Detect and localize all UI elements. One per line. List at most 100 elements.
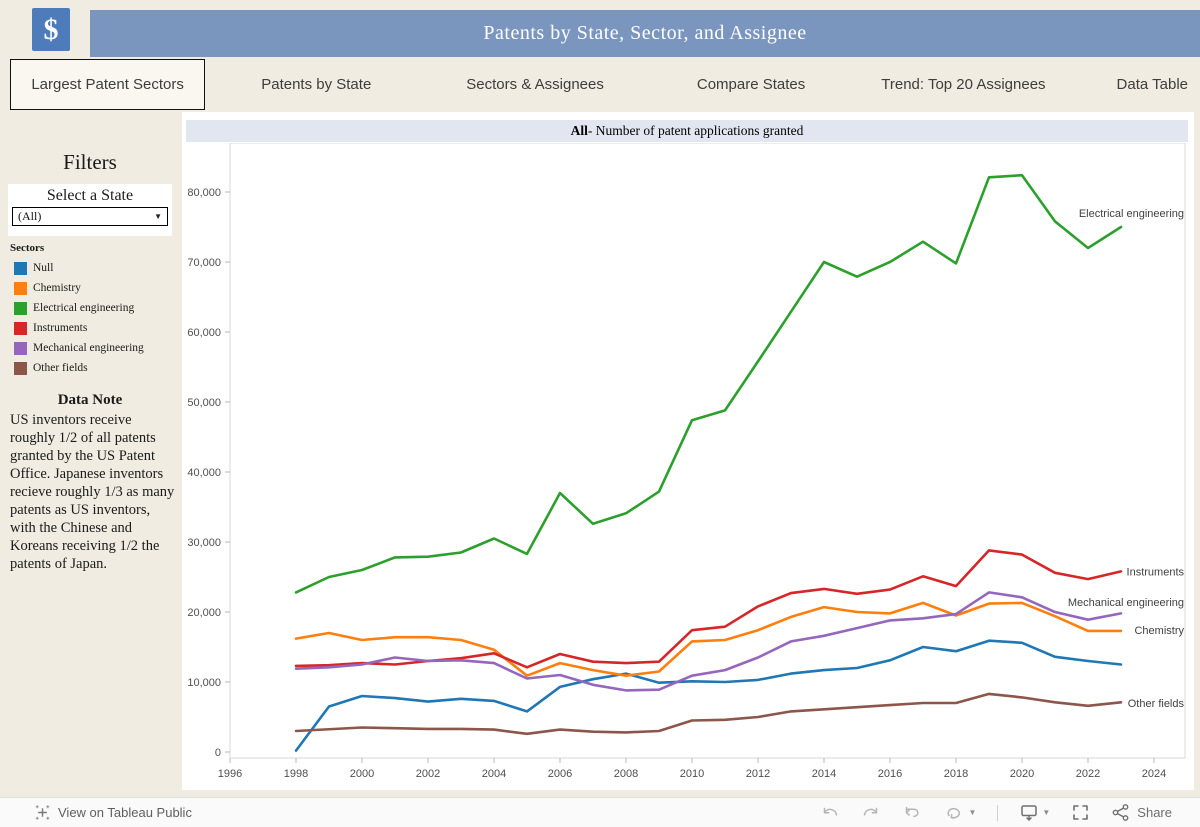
share-label: Share xyxy=(1137,805,1172,820)
redo-icon xyxy=(864,807,878,816)
data-note-title: Data Note xyxy=(57,392,123,408)
y-tick-label: 0 xyxy=(215,747,221,759)
refresh-icon xyxy=(947,807,961,819)
chart-title: All - Number of patent applications gran… xyxy=(186,120,1188,142)
view-on-tableau-link[interactable]: View on Tableau Public xyxy=(34,804,192,821)
sectors-legend-title: Sectors xyxy=(10,242,45,254)
refresh-button[interactable]: ▼ xyxy=(943,804,976,822)
legend-swatch-icon xyxy=(14,321,27,335)
author-avatar[interactable]: $ xyxy=(32,8,70,51)
x-tick-label: 2004 xyxy=(482,768,506,780)
series-label-instruments: Instruments xyxy=(1127,566,1185,578)
legend-swatch-icon xyxy=(14,281,27,295)
tab-largest-patent-sectors[interactable]: Largest Patent Sectors xyxy=(10,59,206,110)
legend-item-other-fields[interactable]: Other fields xyxy=(14,358,180,378)
x-tick-label: 2014 xyxy=(812,768,836,780)
state-filter-panel: Select a State (All) ▼ xyxy=(8,184,172,236)
legend-item-label: Null xyxy=(33,262,54,274)
dashboard-header: Patents by State, Sector, and Assignee xyxy=(90,10,1200,57)
legend-swatch-icon xyxy=(14,261,27,275)
reset-button[interactable] xyxy=(902,804,922,822)
filters-heading: Filters xyxy=(63,150,117,174)
dollar-glyph: $ xyxy=(43,12,59,46)
y-tick-label: 70,000 xyxy=(187,257,221,269)
x-tick-label: 2000 xyxy=(350,768,374,780)
legend-item-label: Other fields xyxy=(33,362,88,374)
toolbar-separator xyxy=(997,804,999,821)
state-filter-label: Select a State xyxy=(46,187,134,204)
x-tick-label: 2024 xyxy=(1142,768,1166,780)
legend-item-electrical-engineering[interactable]: Electrical engineering xyxy=(14,298,180,318)
y-tick-label: 60,000 xyxy=(187,327,221,339)
series-label-chemistry: Chemistry xyxy=(1134,625,1184,637)
y-tick-label: 80,000 xyxy=(187,187,221,199)
share-icon xyxy=(1112,804,1129,821)
legend-item-label: Chemistry xyxy=(33,282,81,294)
x-tick-label: 2012 xyxy=(746,768,770,780)
refresh-caret-icon: ▼ xyxy=(968,808,977,817)
plot-area[interactable] xyxy=(229,143,1186,759)
legend-item-null[interactable]: Null xyxy=(14,258,180,278)
x-tick-label: 1996 xyxy=(218,768,242,780)
undo-icon xyxy=(824,807,838,816)
x-tick-label: 2018 xyxy=(944,768,968,780)
legend-swatch-icon xyxy=(14,361,27,375)
dashboard-title: Patents by State, Sector, and Assignee xyxy=(483,22,807,44)
fullscreen-button[interactable] xyxy=(1071,803,1090,822)
download-button[interactable]: ▼ xyxy=(1019,803,1050,822)
x-tick-label: 2016 xyxy=(878,768,902,780)
y-tick-label: 20,000 xyxy=(187,607,221,619)
tab-trend-top-20-assignees[interactable]: Trend: Top 20 Assignees xyxy=(881,76,1046,93)
y-tick-label: 10,000 xyxy=(187,677,221,689)
download-caret-icon: ▼ xyxy=(1042,808,1051,817)
legend-item-label: Mechanical engineering xyxy=(33,342,144,354)
series-line-chemistry[interactable] xyxy=(294,601,1123,678)
tab-sectors-assignees[interactable]: Sectors & Assignees xyxy=(466,76,604,93)
tab-patents-by-state[interactable]: Patents by State xyxy=(261,76,372,93)
series-line-null[interactable] xyxy=(294,639,1123,752)
tab-data-table[interactable]: Data Table xyxy=(1116,76,1188,93)
reset-icon xyxy=(906,806,920,817)
x-tick-label: 2008 xyxy=(614,768,638,780)
tab-compare-states[interactable]: Compare States xyxy=(696,76,806,93)
chart-title-bold: All xyxy=(570,123,588,138)
legend-item-instruments[interactable]: Instruments xyxy=(14,318,180,338)
redo-button[interactable] xyxy=(861,804,881,822)
state-filter-dropdown[interactable]: (All) ▼ xyxy=(12,207,168,226)
x-tick-label: 1998 xyxy=(284,768,308,780)
x-tick-label: 2010 xyxy=(680,768,704,780)
legend-swatch-icon xyxy=(14,301,27,315)
filter-sidebar: Filters Select a State (All) ▼ Sectors N… xyxy=(0,112,180,790)
chevron-down-icon: ▼ xyxy=(154,212,162,221)
legend-item-chemistry[interactable]: Chemistry xyxy=(14,278,180,298)
series-label-other-fields: Other fields xyxy=(1128,698,1185,710)
legend-item-label: Instruments xyxy=(33,322,88,334)
series-line-other-fields[interactable] xyxy=(294,692,1123,736)
toolbar-actions: ▼ ▼ xyxy=(820,803,1172,822)
y-tick-label: 30,000 xyxy=(187,537,221,549)
legend-item-mechanical-engineering[interactable]: Mechanical engineering xyxy=(14,338,180,358)
series-label-electrical-engineering: Electrical engineering xyxy=(1079,208,1184,220)
share-button[interactable]: Share xyxy=(1111,803,1172,822)
series-line-mechanical-engineering[interactable] xyxy=(294,591,1123,692)
undo-button[interactable] xyxy=(820,804,840,822)
legend-item-label: Electrical engineering xyxy=(33,302,135,314)
line-chart[interactable]: 0 10,000 20,000 30,000 40,000 50,000 60,000 70,… xyxy=(185,143,1188,788)
series-line-electrical-engineering[interactable] xyxy=(294,173,1123,594)
x-tick-label: 2002 xyxy=(416,768,440,780)
x-tick-label: 2020 xyxy=(1010,768,1034,780)
tab-bar: Largest Patent Sectors Patents by State Se… xyxy=(0,57,1200,112)
fullscreen-icon xyxy=(1073,805,1089,820)
x-tick-label: 2022 xyxy=(1076,768,1100,780)
data-note-body: US inventors receive roughly 1/2 of all … xyxy=(10,412,175,572)
chart-title-rest: - Number of patent applications granted xyxy=(587,123,804,138)
view-on-tableau-label: View on Tableau Public xyxy=(58,805,192,820)
bottom-toolbar: View on Tableau Public xyxy=(0,797,1200,827)
tableau-logo-icon xyxy=(35,805,50,820)
download-icon xyxy=(1021,805,1038,821)
sectors-legend-items: Null Chemistry Electrical engineering Instr… xyxy=(14,258,180,378)
x-tick-label: 2006 xyxy=(548,768,572,780)
y-tick-label: 40,000 xyxy=(187,467,221,479)
y-tick-label: 50,000 xyxy=(187,397,221,409)
